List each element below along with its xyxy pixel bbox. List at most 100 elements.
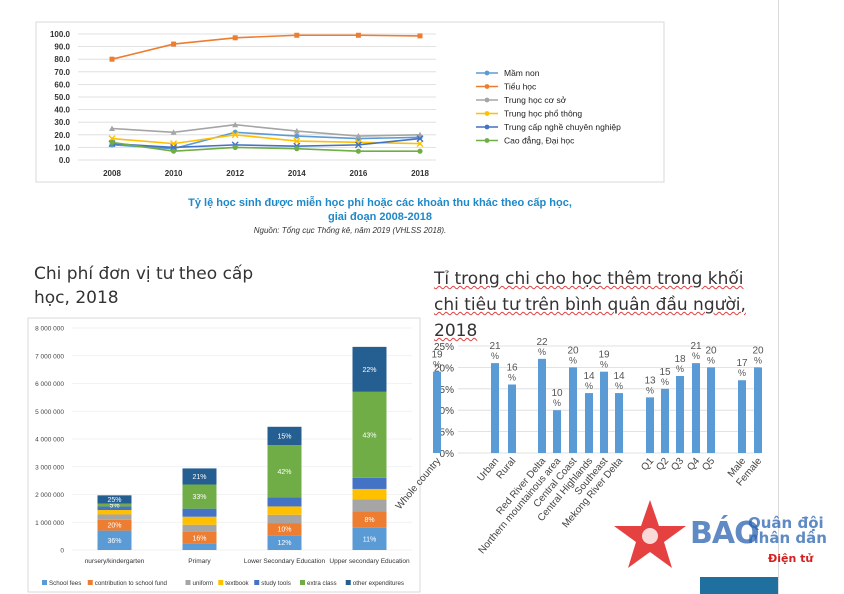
data-point bbox=[232, 121, 239, 128]
data-point bbox=[109, 125, 115, 131]
percent-bar-chart: 0%5%10%15%20%25%19%Whole country21%Urban… bbox=[394, 337, 765, 556]
y-tick-label: 10.0 bbox=[54, 143, 70, 152]
x-tick-label: Q1 bbox=[639, 456, 656, 474]
y-tick-label: 30.0 bbox=[54, 118, 70, 127]
y-tick-label: 0.0 bbox=[59, 156, 71, 165]
bar-segment bbox=[182, 524, 217, 532]
watermark-small-line1: Quân đội bbox=[748, 514, 824, 532]
data-point bbox=[355, 148, 361, 154]
bar bbox=[738, 380, 746, 453]
legend-swatch bbox=[218, 580, 224, 585]
data-label-value: 14 bbox=[583, 371, 595, 382]
data-point bbox=[170, 129, 177, 135]
data-label-unit: % bbox=[433, 360, 441, 370]
watermark-big: BÁO bbox=[690, 516, 760, 551]
legend-marker bbox=[484, 84, 490, 89]
line-chart: 0.0 10.0 20.0 30.0 40.0 50.0 60.0 70.0 80.0 90.0 1… bbox=[35, 21, 665, 183]
data-label: 12% bbox=[277, 540, 291, 547]
y-tick-label: 6 000 000 bbox=[35, 381, 64, 388]
legend-swatch bbox=[254, 580, 260, 585]
data-label-unit: % bbox=[538, 347, 546, 357]
legend-marker bbox=[484, 97, 490, 103]
series-line bbox=[111, 137, 421, 149]
y-tick-label: 100.0 bbox=[50, 30, 71, 39]
data-point bbox=[294, 133, 300, 139]
x-tick-label: Q4 bbox=[685, 456, 702, 474]
y-tick-label: 20.0 bbox=[54, 131, 70, 140]
data-label: 25% bbox=[107, 497, 121, 504]
legend-marker bbox=[484, 124, 490, 130]
legend-swatch bbox=[87, 580, 93, 585]
data-label-unit: % bbox=[738, 368, 746, 378]
bar bbox=[707, 367, 715, 453]
x-tick-label: 2014 bbox=[288, 169, 306, 178]
heading-left: Chi phí đơn vị tư theo cấp học, 2018 bbox=[34, 264, 254, 308]
y-tick-label: 10% bbox=[434, 406, 454, 417]
legend-swatch bbox=[185, 580, 191, 585]
line-chart-caption: Tỷ lệ học sinh được miễn học phí hoặc cá… bbox=[120, 196, 640, 224]
page-border bbox=[778, 0, 779, 594]
bar-segment bbox=[267, 535, 302, 550]
y-tick-label: 5% bbox=[440, 428, 455, 439]
data-label-unit: % bbox=[661, 377, 669, 387]
data-label: 42% bbox=[277, 469, 291, 476]
x-tick-label: Q2 bbox=[654, 456, 671, 474]
data-label-unit: % bbox=[600, 360, 608, 370]
bar-segment bbox=[97, 503, 132, 507]
watermark-small-line2: nhân dân bbox=[748, 529, 827, 547]
y-tick-label: 90.0 bbox=[54, 43, 70, 52]
bar-segment bbox=[352, 488, 387, 500]
caption-source: Nguồn: Tổng cục Thống kê, năm 2019 (VHLS… bbox=[253, 226, 447, 235]
legend-label: Trung học phổ thông bbox=[504, 109, 582, 119]
series-line bbox=[111, 123, 421, 137]
bar bbox=[508, 384, 516, 453]
data-label-value: 16 bbox=[506, 363, 518, 374]
x-tick-label: Q3 bbox=[669, 456, 686, 474]
legend-label: Trung học cơ sở bbox=[504, 95, 567, 105]
bar bbox=[585, 393, 593, 453]
data-point bbox=[294, 32, 300, 38]
bar-segment bbox=[352, 511, 387, 528]
data-point bbox=[355, 133, 362, 139]
data-label-value: 21 bbox=[489, 341, 501, 352]
bar-segment bbox=[182, 468, 217, 485]
y-tick-label: 1 000 000 bbox=[35, 520, 64, 527]
bar bbox=[676, 375, 684, 453]
y-tick-label: 0% bbox=[440, 449, 455, 460]
data-label-value: 13 bbox=[644, 375, 656, 386]
data-label: 11% bbox=[363, 536, 377, 543]
data-label: 43% bbox=[362, 432, 376, 439]
data-label-unit: % bbox=[707, 355, 715, 365]
bar-segment bbox=[97, 506, 132, 511]
series-line bbox=[111, 141, 420, 152]
x-tick-label: nursery/kindergarten bbox=[85, 558, 145, 565]
data-label: 8% bbox=[364, 517, 374, 524]
data-label-value: 20 bbox=[752, 345, 764, 356]
legend-label: Mầm non bbox=[504, 68, 540, 78]
bar-segment bbox=[97, 530, 132, 550]
y-tick-label: 4 000 000 bbox=[35, 437, 64, 444]
x-tick-label: 2018 bbox=[411, 169, 429, 178]
data-point bbox=[354, 141, 362, 149]
data-point bbox=[109, 56, 115, 62]
emblem-icon bbox=[642, 528, 658, 544]
y-tick-label: 25% bbox=[434, 342, 454, 353]
data-label-value: 15 bbox=[659, 367, 671, 378]
y-tick-label: 0 bbox=[60, 548, 64, 555]
bar-segment bbox=[182, 531, 217, 544]
bar bbox=[491, 363, 499, 453]
y-tick-label: 7 000 000 bbox=[35, 353, 64, 360]
x-tick-label: 2008 bbox=[103, 169, 121, 178]
legend-swatch bbox=[42, 580, 47, 585]
data-point bbox=[417, 148, 423, 154]
x-tick-label: Rural bbox=[495, 456, 519, 481]
data-label-unit: % bbox=[646, 385, 654, 395]
data-label-unit: % bbox=[491, 351, 499, 361]
bar-segment bbox=[267, 514, 302, 524]
data-point bbox=[171, 148, 177, 154]
legend-label: study tools bbox=[261, 580, 291, 587]
legend-label: textbook bbox=[225, 580, 249, 587]
data-label-unit: % bbox=[585, 381, 593, 391]
x-tick-label: Primary bbox=[188, 558, 211, 565]
series-line bbox=[111, 34, 421, 60]
